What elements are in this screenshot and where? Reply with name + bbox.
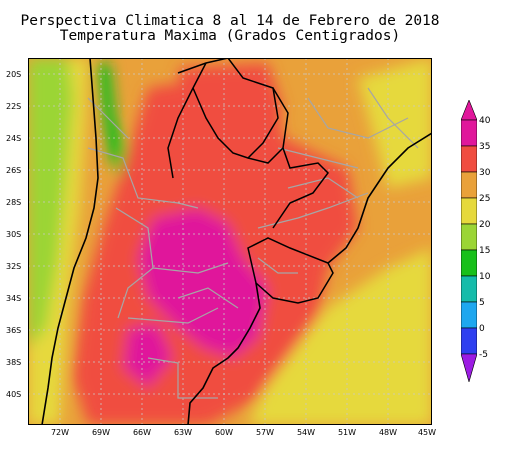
lat-label-32s: 32S xyxy=(6,262,22,271)
colorbar-band-25 xyxy=(461,197,477,225)
field-andes-cool xyxy=(28,58,73,348)
lat-label-20s: 20S xyxy=(6,70,22,79)
colorbar-label-40: 40 xyxy=(479,116,491,126)
lon-label-48w: 48W xyxy=(378,428,398,437)
colorbar-band-40 xyxy=(461,119,477,147)
colorbar-band-5 xyxy=(461,301,477,329)
coastline xyxy=(41,58,432,425)
colorbar-top-arrow xyxy=(461,100,477,121)
field-atlantic-south xyxy=(248,248,432,425)
lon-label-72w: 72W xyxy=(50,428,70,437)
lon-label-60w: 60W xyxy=(214,428,234,437)
lon-label-51w: 51W xyxy=(337,428,357,437)
lon-label-54w: 54W xyxy=(296,428,316,437)
colorbar-label-35: 35 xyxy=(479,142,491,152)
province-borders xyxy=(87,87,419,399)
lat-lon-grid xyxy=(28,58,432,425)
lat-label-28s: 28S xyxy=(6,198,22,207)
map-frame xyxy=(28,58,432,425)
national-borders xyxy=(167,58,334,304)
lat-label-30s: 30S xyxy=(6,230,22,239)
lat-label-38s: 38S xyxy=(6,358,22,367)
colorbar-label-minus5: -5 xyxy=(479,350,488,360)
lon-label-45w: 45W xyxy=(417,428,437,437)
colorbar-label-15: 15 xyxy=(479,246,491,256)
colorbar-band-35 xyxy=(461,145,477,173)
lon-label-63w: 63W xyxy=(173,428,193,437)
lat-label-40s: 40S xyxy=(6,390,22,399)
field-very-hot-sw xyxy=(123,323,173,388)
map-subtitle: Temperatura Maxima (Grados Centigrados) xyxy=(59,28,401,44)
colorbar-band-20 xyxy=(461,223,477,251)
temperature-map xyxy=(28,58,432,425)
colorbar-band-15 xyxy=(461,249,477,277)
lat-label-34s: 34S xyxy=(6,294,22,303)
colorbar-label-30: 30 xyxy=(479,168,491,178)
colorbar-label-5: 5 xyxy=(479,298,485,308)
lon-label-57w: 57W xyxy=(255,428,275,437)
field-very-hot xyxy=(138,208,268,358)
colorbar-band-30 xyxy=(461,171,477,199)
lat-label-36s: 36S xyxy=(6,326,22,335)
colorbar-bottom-arrow xyxy=(461,353,477,382)
colorbar-label-10: 10 xyxy=(479,272,491,282)
colorbar-label-25: 25 xyxy=(479,194,491,204)
lon-label-69w: 69W xyxy=(91,428,111,437)
colorbar-label-0: 0 xyxy=(479,324,485,334)
field-hot-paraguay xyxy=(178,63,283,138)
lat-label-22s: 22S xyxy=(6,102,22,111)
lat-label-24s: 24S xyxy=(6,134,22,143)
colorbar-label-20: 20 xyxy=(479,220,491,230)
colorbar-band-10 xyxy=(461,275,477,303)
colorbar-band-0 xyxy=(461,327,477,355)
lat-label-26s: 26S xyxy=(6,166,22,175)
lon-label-66w: 66W xyxy=(132,428,152,437)
field-atlantic-east xyxy=(358,58,432,188)
colorbar xyxy=(461,100,477,382)
map-title: Perspectiva Climatica 8 al 14 de Febrero… xyxy=(20,13,440,29)
